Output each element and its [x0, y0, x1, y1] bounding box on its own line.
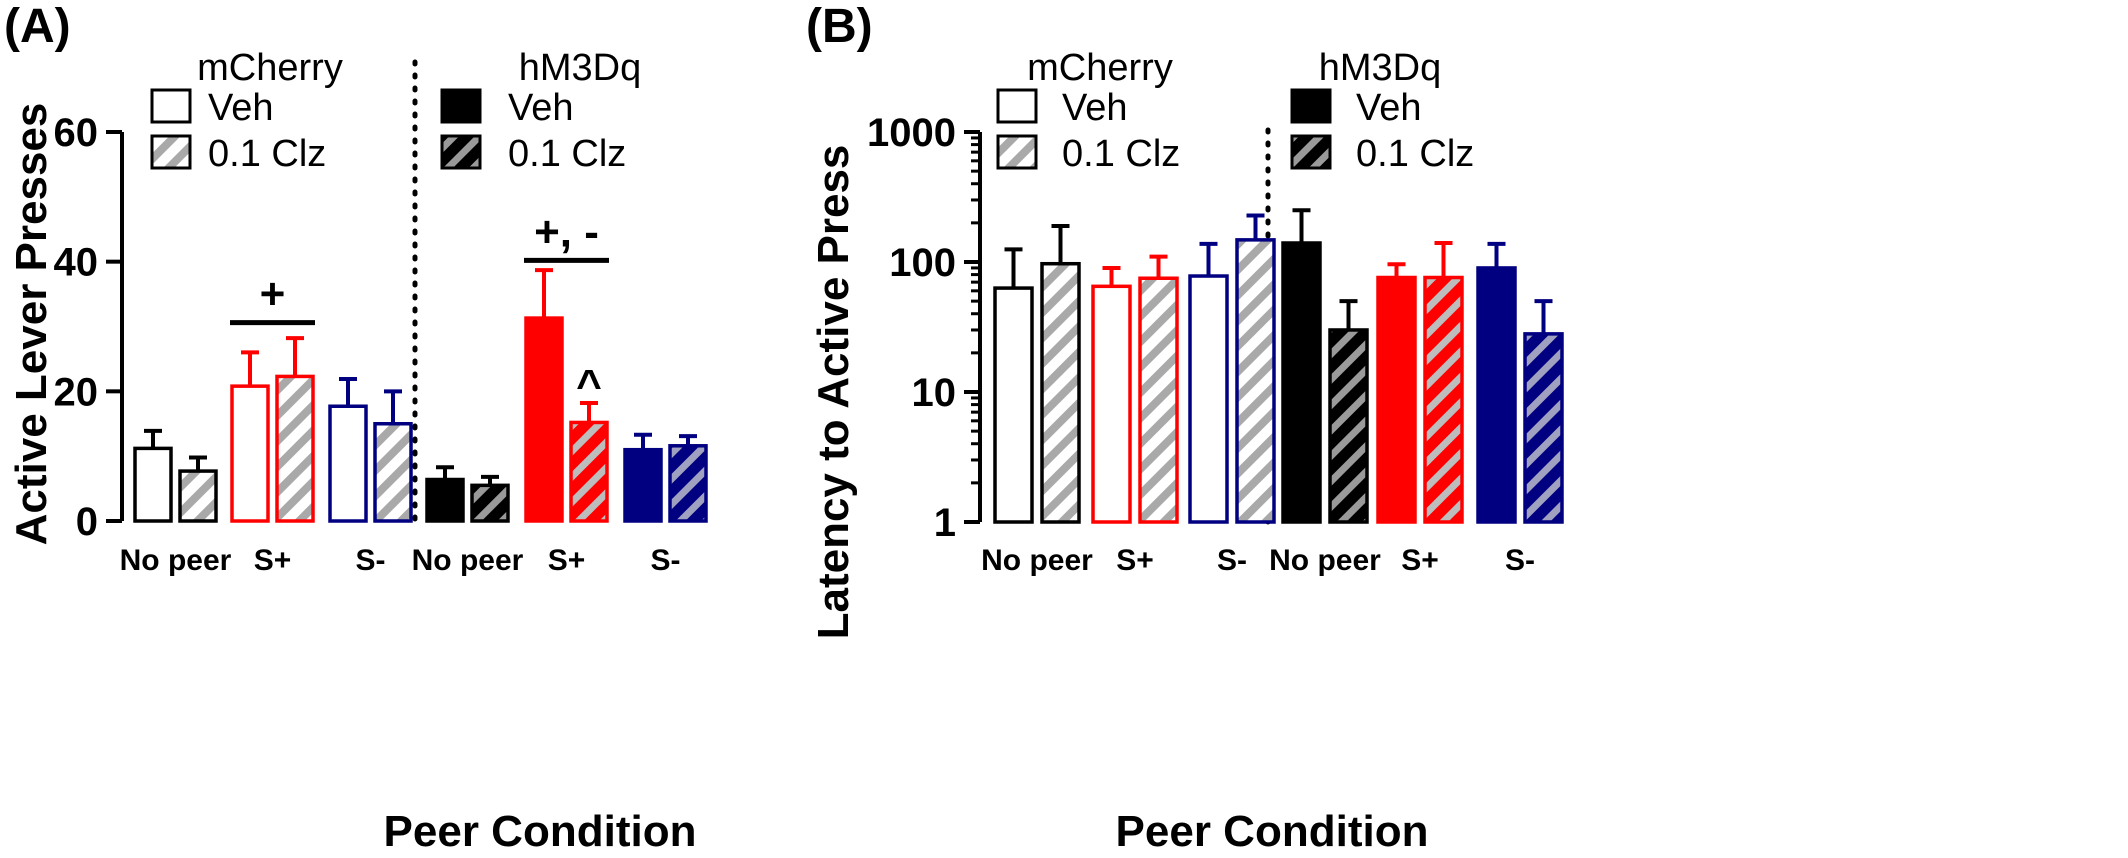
panel-a-y-axis-label: Active Lever Presses: [7, 103, 56, 546]
panel-a-legend-label-hm3dq-veh: Veh: [508, 87, 574, 129]
panel-b-bar-hm3dq-s--clz: [1523, 332, 1564, 524]
panel-a-bar-hm3dq-s--veh: [524, 316, 564, 523]
panel-b-legend-label-mcherry-clz: 0.1 Clz: [1062, 133, 1180, 175]
panel-a-letter: (A): [4, 0, 71, 53]
panel-b-x-tick-label: No peer: [981, 544, 1093, 577]
panel-b-x-tick-label: S-: [1505, 544, 1535, 577]
panel-a-bar-mcherry-no-peer-clz: [178, 469, 218, 523]
panel-a-bar-hm3dq-s--veh: [623, 447, 663, 523]
panel-b-bar-mcherry-s--clz: [1235, 238, 1276, 524]
panel-b-bar-hm3dq-no-peer-veh: [1281, 241, 1322, 524]
panel-b-x-tick-label: S+: [1116, 544, 1154, 577]
panel-a-y-tick-label: 0: [76, 500, 98, 544]
panel-b-bar-mcherry-no-peer-veh: [993, 286, 1034, 524]
panel-b-x-tick-label: S-: [1217, 544, 1247, 577]
panel-a-significance-label: +, -: [534, 207, 599, 256]
panel-a-y-tick-label: 60: [54, 111, 99, 155]
panel-a-bar-mcherry-no-peer-veh: [133, 446, 173, 523]
panel-a-legend-swatch-mcherry-clz: [150, 134, 192, 170]
panel-b-x-tick-label: No peer: [1269, 544, 1381, 577]
panel-b-bar-hm3dq-s--veh: [1476, 266, 1517, 524]
panel-a-significance-caret: ^: [576, 361, 602, 410]
panel-a-bar-mcherry-s--clz: [373, 422, 413, 523]
panel-a-x-axis-label: Peer Condition: [384, 807, 697, 856]
panel-a-bar-mcherry-s--veh: [328, 404, 368, 523]
panel-b-y-tick-label: 1000: [867, 111, 956, 155]
panel-b-bar-hm3dq-s--veh: [1376, 275, 1417, 524]
panel-a-legend-label-hm3dq-clz: 0.1 Clz: [508, 133, 626, 175]
panel-b-x-axis-label: Peer Condition: [1116, 807, 1429, 856]
panel-b-y-axis-label: Latency to Active Press: [809, 145, 858, 640]
panel-a-bar-hm3dq-s--clz: [569, 420, 609, 523]
panel-b-legend-swatch-mcherry-clz: [996, 134, 1038, 170]
panel-a-x-tick-label: S+: [548, 544, 586, 577]
panel-a-legend-label-mcherry-veh: Veh: [208, 87, 274, 129]
panel-a-legend-swatch-hm3dq-veh: [440, 88, 482, 124]
panel-b-bar-mcherry-s--veh: [1188, 274, 1229, 524]
panel-b-legend-label-mcherry-veh: Veh: [1062, 87, 1128, 129]
panel-b-legend-swatch-hm3dq-veh: [1290, 88, 1332, 124]
panel-a-x-tick-label: S-: [356, 544, 386, 577]
panel-b-legend-swatch-hm3dq-clz: [1290, 134, 1332, 170]
chart-marks: 0 20 40 60 No peer S+ S- No peer S+ S- + +, - ^ 1 10 10…: [54, 59, 1564, 577]
panel-b-y-tick-label: 10: [912, 371, 957, 415]
panel-b-bar-mcherry-no-peer-clz: [1040, 261, 1081, 524]
panel-a-x-tick-label: S-: [651, 544, 681, 577]
panel-a-group-title-hm3dq: hM3Dq: [519, 47, 642, 89]
panel-b-letter: (B): [806, 0, 873, 53]
panel-a-bar-mcherry-s--clz: [275, 374, 315, 523]
panel-b-y-tick-label: 100: [889, 241, 956, 285]
panel-b-group-title-mcherry: mCherry: [1027, 47, 1173, 89]
panel-b-y-tick-label: 1: [934, 501, 956, 545]
panel-b-group-title-hm3dq: hM3Dq: [1319, 47, 1442, 89]
panel-a-legend-label-mcherry-clz: 0.1 Clz: [208, 133, 326, 175]
panel-b-legend-swatch-mcherry-veh: [996, 88, 1038, 124]
panel-a-significance-label: +: [260, 270, 286, 319]
panel-b-x-tick-label: S+: [1401, 544, 1439, 577]
panel-b-bar-mcherry-s--veh: [1091, 284, 1132, 524]
panel-a-bar-hm3dq-s--clz: [668, 444, 708, 523]
panel-b-bar-hm3dq-s--clz: [1423, 275, 1464, 524]
panel-b-bar-hm3dq-no-peer-clz: [1328, 328, 1369, 524]
panel-b-legend-label-hm3dq-clz: 0.1 Clz: [1356, 133, 1474, 175]
panel-b-bar-mcherry-s--clz: [1138, 276, 1179, 524]
panel-a-legend-swatch-mcherry-veh: [150, 88, 192, 124]
panel-a-y-tick-label: 40: [54, 241, 99, 285]
panel-a-bar-hm3dq-no-peer-veh: [425, 477, 465, 523]
panel-b-legend-label-hm3dq-veh: Veh: [1356, 87, 1422, 129]
panel-a-y-tick-label: 20: [54, 370, 99, 414]
panel-a-legend-swatch-hm3dq-clz: [440, 134, 482, 170]
panel-a-x-tick-label: S+: [254, 544, 292, 577]
panel-a-bar-hm3dq-no-peer-clz: [470, 483, 510, 523]
panel-a-x-tick-label: No peer: [412, 544, 524, 577]
panel-a-bar-mcherry-s--veh: [230, 384, 270, 523]
panel-a-group-title-mcherry: mCherry: [197, 47, 343, 89]
panel-a-x-tick-label: No peer: [120, 544, 232, 577]
